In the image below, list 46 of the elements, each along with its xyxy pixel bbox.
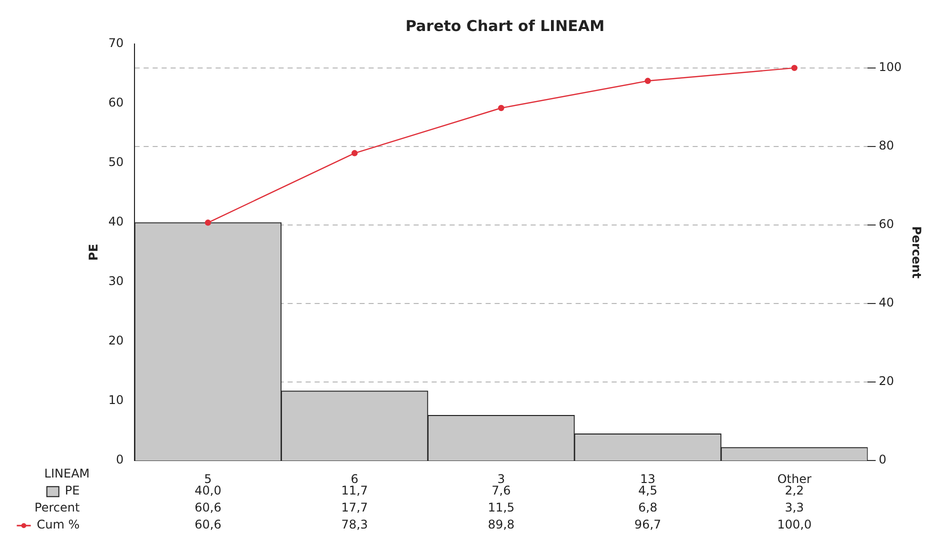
y2-tick-label: 80 <box>878 138 894 153</box>
y2-tick-label: 40 <box>878 296 894 310</box>
y2-tick-label: 20 <box>878 374 894 388</box>
y2-axis-title: Percent <box>910 226 924 279</box>
x-tick-label: 3 <box>497 472 506 486</box>
data-label: 40,0 <box>194 484 222 498</box>
text: 6,8 <box>638 500 658 515</box>
y-tick-label: 20 <box>108 334 124 348</box>
point <box>498 104 504 112</box>
y-tick-label: 10 <box>108 393 124 408</box>
y2-tick-label: 100 <box>878 60 902 74</box>
x-tick-label: Other <box>777 472 812 486</box>
y-axis-title: PE <box>86 244 100 261</box>
text: 11,5 <box>488 500 515 515</box>
text: 3,3 <box>784 500 804 515</box>
legend-label: Cum % <box>36 518 80 532</box>
y2-tick-label: 0 <box>878 452 886 467</box>
chart-title: Pareto Chart of LINEAM <box>405 16 605 35</box>
y-tick-label: 40 <box>108 214 124 229</box>
x-axis-title: LINEAM <box>44 466 90 481</box>
data-label: 78,3 <box>341 518 368 532</box>
y-tick-label: 0 <box>116 452 124 467</box>
y-tick-label: 60 <box>108 96 124 110</box>
point <box>644 78 651 84</box>
data-label: 7,6 <box>492 484 511 498</box>
legend-label: PE <box>64 484 80 498</box>
text: 17,7 <box>341 500 368 515</box>
data-label: 96,7 <box>634 518 662 532</box>
data-label: 4,5 <box>638 484 658 498</box>
text: Percent <box>34 500 80 515</box>
y-tick-label: 50 <box>108 155 124 170</box>
point <box>791 64 798 72</box>
y2-tick-label: 60 <box>878 217 894 232</box>
data-label: 2,2 <box>784 484 804 498</box>
x-tick-label: 5 <box>204 472 212 486</box>
text: 60,6 <box>194 500 222 515</box>
x-tick-label: 13 <box>640 472 656 486</box>
point <box>204 220 212 226</box>
x-tick-label: 6 <box>350 472 358 486</box>
data-label: 89,8 <box>488 518 515 532</box>
data-label: 11,7 <box>341 484 368 498</box>
point <box>351 150 358 156</box>
y-tick-label: 30 <box>108 274 124 288</box>
data-label: 60,6 <box>194 518 222 532</box>
y-tick-label: 70 <box>108 36 124 50</box>
data-label: 100,0 <box>777 518 812 532</box>
